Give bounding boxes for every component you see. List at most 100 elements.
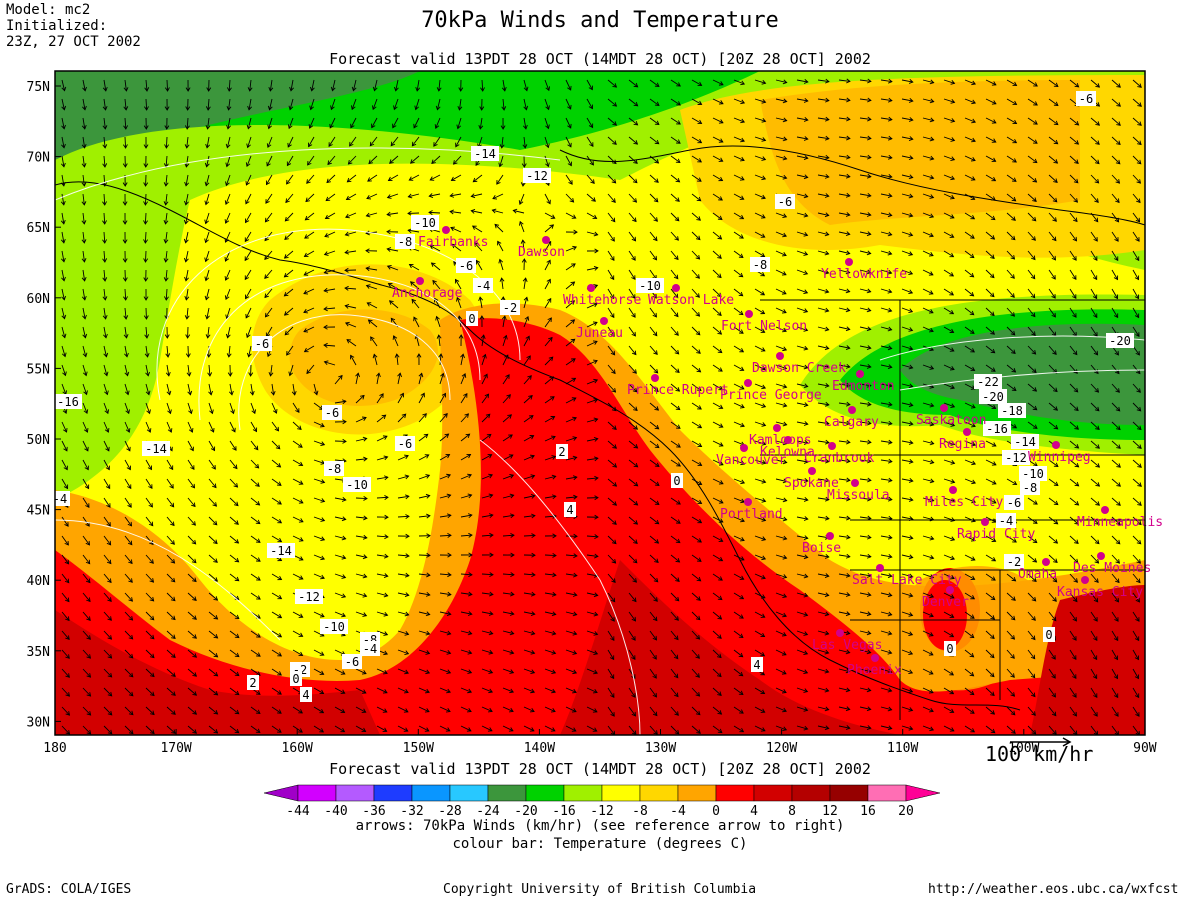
wind-arrow: [796, 136, 809, 141]
wind-arrow: [733, 98, 746, 105]
wind-arrow: [607, 193, 616, 203]
wind-arrow: [775, 250, 787, 257]
wind-arrow: [284, 231, 294, 241]
wind-arrow: [225, 174, 231, 187]
colorbar-tick: -12: [590, 804, 613, 819]
wind-arrow: [164, 288, 169, 301]
wind-arrow: [901, 193, 914, 199]
wind-arrow: [628, 79, 639, 88]
wind-arrow: [1111, 79, 1121, 88]
wind-arrow: [565, 155, 572, 167]
wind-arrow: [82, 98, 87, 111]
wind-arrow: [386, 229, 399, 235]
wind-arrow: [1111, 231, 1119, 242]
wind-arrow: [628, 136, 639, 145]
wind-arrow: [81, 212, 87, 225]
wind-arrow: [523, 98, 529, 111]
wind-arrow: [365, 284, 378, 290]
wind-arrow: [670, 193, 680, 202]
wind-arrow: [775, 155, 788, 161]
wind-arrow: [880, 269, 893, 275]
wind-arrow: [431, 155, 441, 164]
wind-arrow: [565, 79, 572, 91]
colorbar-tick: 0: [712, 804, 720, 819]
wind-arrow: [712, 79, 724, 86]
wind-arrow: [81, 193, 87, 206]
wind-arrow: [901, 288, 914, 295]
wind-arrow: [733, 231, 744, 239]
wind-arrow: [943, 288, 955, 296]
wind-arrow: [880, 193, 893, 198]
wind-arrow: [289, 79, 294, 92]
colorbar-swatch: [753, 784, 793, 802]
wind-arrow: [323, 287, 336, 293]
wind-arrow: [60, 250, 66, 263]
caption-colour: colour bar: Temperature (degrees C): [452, 836, 748, 852]
wind-arrow: [81, 174, 87, 187]
wind-arrow: [859, 269, 872, 275]
wind-arrow: [143, 269, 149, 282]
wind-arrow: [1069, 288, 1077, 300]
wind-arrow: [586, 248, 599, 254]
wind-arrow: [1132, 174, 1142, 184]
wind-arrow: [586, 193, 596, 202]
wind-arrow: [838, 231, 851, 237]
wind-arrow: [204, 231, 210, 244]
wind-arrow: [224, 288, 231, 301]
wind-arrow: [1048, 155, 1059, 164]
footer-url[interactable]: http://weather.eos.ubc.ca/wxfcst: [928, 882, 1179, 897]
wind-arrow: [372, 79, 378, 92]
wind-arrow: [796, 155, 809, 160]
wind-arrow: [387, 282, 399, 290]
wind-arrow: [304, 212, 315, 221]
wind-arrow: [61, 288, 67, 301]
wind-arrow: [985, 98, 997, 105]
wind-arrow: [245, 174, 252, 186]
wind-arrow: [817, 193, 830, 198]
wind-arrow: [670, 98, 681, 106]
wind-arrow: [454, 278, 462, 290]
wind-arrow: [329, 117, 336, 129]
wind-arrow: [859, 154, 872, 160]
wind-arrow: [1027, 117, 1038, 125]
wind-arrow: [670, 79, 681, 87]
wind-arrow: [303, 288, 315, 295]
wind-arrow: [204, 269, 210, 282]
wind-arrow: [670, 174, 681, 183]
wind-arrow: [607, 288, 615, 300]
wind-arrow: [122, 155, 128, 168]
wind-arrow: [1006, 174, 1017, 182]
colorbar-swatch: [449, 784, 489, 802]
wind-arrow: [458, 79, 464, 92]
wind-arrow: [985, 288, 995, 298]
wind-arrow: [1048, 117, 1059, 126]
wind-arrow: [1027, 155, 1038, 164]
wind-arrow: [287, 117, 294, 130]
wind-arrow: [985, 212, 996, 221]
colorbar-swatch: [639, 784, 679, 802]
wind-arrow: [922, 250, 934, 257]
wind-arrow: [943, 98, 956, 104]
wind-arrow: [775, 117, 788, 123]
wind-arrow: [205, 117, 211, 130]
wind-arrow: [1132, 288, 1139, 300]
wind-arrow: [283, 307, 294, 316]
wind-arrow: [586, 155, 594, 166]
wind-arrow: [880, 116, 893, 122]
wind-arrow: [264, 250, 273, 261]
wind-arrow: [522, 136, 528, 149]
wind-arrow: [143, 307, 149, 320]
wind-arrow: [102, 288, 108, 301]
wind-arrow: [838, 250, 851, 256]
wind-arrow: [691, 117, 703, 125]
wind-arrow: [544, 278, 551, 290]
wind-arrow: [607, 174, 617, 184]
wind-arrow: [1027, 269, 1036, 280]
caption-arrows: arrows: 70kPa Winds (km/hr) (see referen…: [355, 818, 845, 834]
wind-arrow: [60, 155, 66, 168]
wind-arrow: [163, 250, 169, 263]
wind-arrow: [1132, 136, 1142, 146]
wind-arrow: [691, 269, 700, 279]
wind-arrow: [184, 174, 190, 187]
